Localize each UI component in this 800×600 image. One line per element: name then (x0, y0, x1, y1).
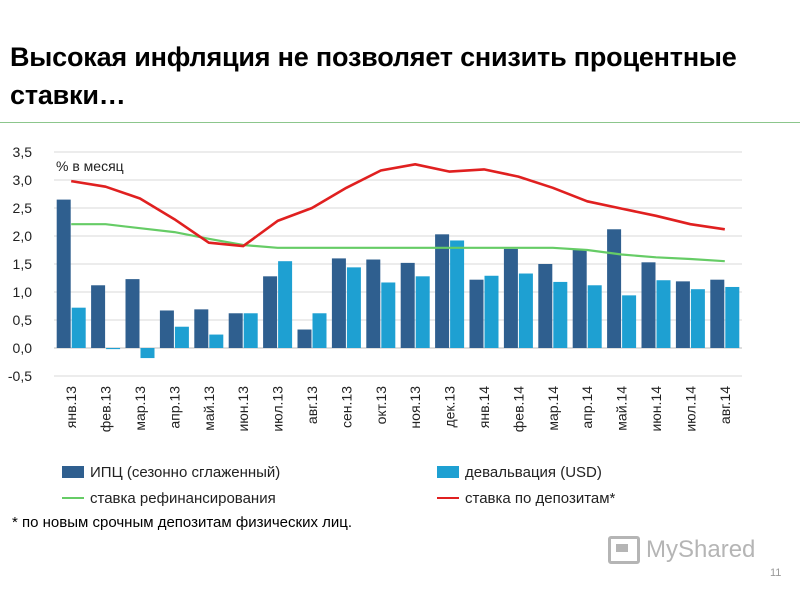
unit-label: % в месяц (56, 158, 124, 174)
bar-devaluation-18 (690, 289, 705, 348)
bar-cpi-19 (710, 279, 725, 348)
bar-devaluation-11 (450, 240, 465, 348)
bar-devaluation-15 (587, 285, 602, 348)
page-number: 11 (770, 567, 782, 579)
line-deposit-rate (70, 162, 725, 248)
bar-devaluation-5 (243, 313, 258, 348)
x-tick-label: май.13 (201, 386, 217, 431)
bar-devaluation-7 (312, 313, 327, 348)
x-tick-label: дек.13 (442, 386, 458, 428)
bar-cpi-8 (331, 258, 346, 348)
legend-label-deposit-rate: ставка по депозитам* (465, 489, 616, 507)
legend: ИПЦ (сезонно сглаженный) девальвация (US… (62, 460, 722, 510)
bar-cpi-0 (56, 199, 71, 348)
legend-item-cpi: ИПЦ (сезонно сглаженный) (62, 460, 280, 484)
legend-item-devaluation: девальвация (USD) (437, 460, 602, 484)
x-tick-label: июн.13 (235, 386, 251, 432)
bar-devaluation-10 (415, 276, 430, 348)
x-tick-label: авг.13 (304, 386, 320, 424)
y-tick-label: 2,0 (13, 228, 33, 244)
x-tick-label: июл.14 (682, 386, 698, 432)
bar-cpi-17 (641, 262, 656, 348)
x-tick-label: авг.14 (717, 386, 733, 424)
x-tick-label: янв.14 (476, 386, 492, 428)
x-tick-label: апр.13 (166, 386, 182, 429)
x-tick-label: ноя.13 (407, 386, 423, 429)
bar-devaluation-2 (140, 348, 155, 359)
y-tick-label: 3,0 (13, 172, 33, 188)
chart: 3,5 3,0 2,5 2,0 1,5 1,0 0,5 0,0 -0,5 янв.13 фев.1… (8, 144, 742, 432)
bar-devaluation-8 (346, 267, 361, 348)
bar-cpi-2 (125, 279, 140, 348)
bar-devaluation-6 (278, 261, 293, 348)
legend-label-refinancing-rate: ставка рефинансирования (90, 489, 276, 507)
line-refinancing-rate (71, 223, 725, 263)
gridlines (54, 151, 742, 377)
x-tick-label: фев.14 (510, 386, 526, 432)
lines (70, 162, 725, 263)
x-tick-label: июн.14 (648, 386, 664, 432)
legend-swatch-cpi (62, 466, 84, 478)
legend-swatch-deposit-rate (437, 497, 459, 499)
bar-devaluation-9 (381, 282, 396, 348)
bar-cpi-9 (366, 259, 381, 348)
x-tick-label: июл.13 (270, 386, 286, 432)
bar-cpi-14 (538, 264, 553, 348)
y-tick-label: -0,5 (8, 368, 32, 384)
y-tick-label: 3,5 (13, 144, 33, 160)
bar-cpi-18 (675, 281, 690, 348)
bar-devaluation-19 (725, 286, 740, 348)
bar-devaluation-13 (518, 273, 533, 348)
bar-cpi-3 (159, 310, 174, 348)
y-tick-label: 1,0 (13, 284, 33, 300)
watermark-text: MyShared (646, 536, 756, 563)
x-tick-label: сен.13 (338, 386, 354, 428)
x-axis-labels: янв.13 фев.13 мар.13 апр.13 май.13 июн.13 июл.… (63, 386, 733, 432)
x-tick-label: мар.14 (545, 386, 561, 431)
y-tick-label: 1,5 (13, 256, 33, 272)
bar-devaluation-14 (553, 281, 568, 348)
legend-item-deposit-rate: ставка по депозитам* (437, 486, 615, 510)
legend-label-devaluation: девальвация (USD) (465, 463, 602, 481)
x-tick-label: апр.14 (579, 386, 595, 429)
bar-cpi-4 (194, 309, 209, 348)
bar-cpi-13 (503, 248, 518, 348)
bar-cpi-5 (228, 313, 243, 348)
y-tick-label: 2,5 (13, 200, 33, 216)
legend-label-cpi: ИПЦ (сезонно сглаженный) (90, 463, 281, 481)
bar-cpi-15 (572, 250, 587, 348)
watermark: MyShared (608, 536, 755, 564)
bars (56, 199, 740, 359)
title-divider (0, 122, 800, 123)
y-axis: 3,5 3,0 2,5 2,0 1,5 1,0 0,5 0,0 -0,5 (8, 144, 32, 384)
bar-cpi-16 (607, 229, 622, 348)
legend-swatch-refinancing-rate (62, 497, 84, 499)
y-tick-label: 0,5 (13, 312, 33, 328)
x-tick-label: фев.13 (98, 386, 114, 432)
bar-cpi-6 (263, 276, 278, 348)
bar-devaluation-0 (71, 307, 86, 348)
bar-cpi-11 (435, 234, 450, 348)
legend-item-refinancing-rate: ставка рефинансирования (62, 486, 276, 510)
bar-cpi-1 (91, 285, 106, 348)
bar-devaluation-12 (484, 275, 499, 348)
legend-swatch-devaluation (437, 466, 459, 478)
bar-devaluation-4 (209, 334, 224, 348)
x-tick-label: окт.13 (373, 386, 389, 425)
bar-cpi-12 (469, 279, 484, 348)
x-tick-label: май.14 (614, 386, 630, 431)
watermark-logo-icon (608, 536, 640, 564)
x-tick-label: янв.13 (63, 386, 79, 428)
bar-cpi-7 (297, 329, 312, 348)
x-tick-label: мар.13 (132, 386, 148, 431)
bar-devaluation-17 (656, 280, 671, 348)
bar-cpi-10 (400, 262, 415, 348)
bar-devaluation-1 (106, 348, 121, 350)
bar-devaluation-3 (174, 326, 189, 348)
bar-devaluation-16 (622, 295, 637, 348)
footnote: * по новым срочным депозитам физических … (12, 514, 353, 531)
y-tick-label: 0,0 (13, 340, 33, 356)
slide-title: Высокая инфляция не позволяет снизить пр… (10, 42, 737, 110)
